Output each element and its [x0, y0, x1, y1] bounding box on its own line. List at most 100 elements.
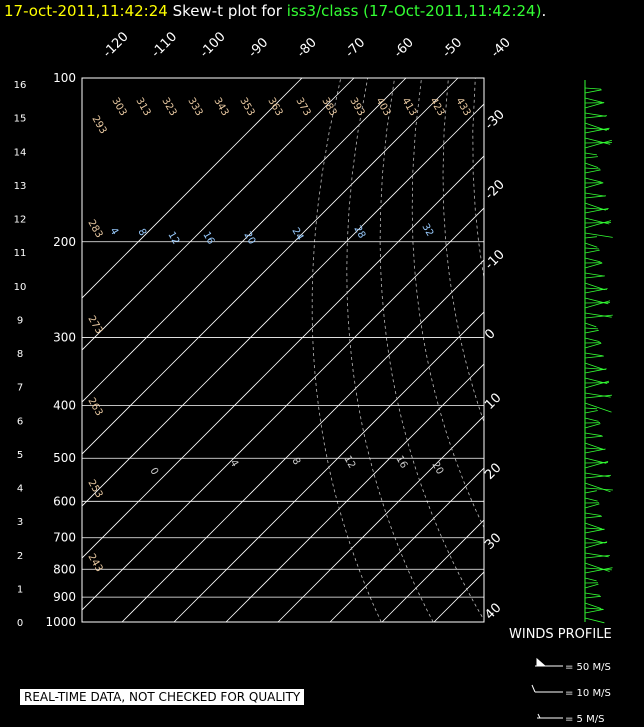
- moist-adiabat-label: 4: [227, 458, 240, 469]
- right-temp-tick-label: -10: [482, 247, 508, 273]
- wind-barb: [584, 555, 610, 559]
- height-tick-label: 15: [14, 114, 27, 125]
- wind-barb: [584, 362, 605, 370]
- wind-barb: [584, 497, 598, 502]
- isotherm-line: [121, 259, 484, 622]
- wind-barb: [584, 617, 605, 624]
- dry-adiabat: [411, 78, 484, 529]
- right-temp-tick-label: -30: [482, 107, 508, 133]
- mixing-ratio-label: 16: [200, 230, 216, 247]
- wind-barb: [584, 236, 597, 239]
- mixing-ratio-label: 24: [289, 226, 305, 243]
- wind-barb: [584, 592, 600, 596]
- wind-barb: [584, 607, 604, 610]
- isotherm-line: [82, 78, 459, 455]
- dry-adiabat: [637, 78, 644, 622]
- wind-barb: [584, 195, 606, 199]
- top-temp-tick-label: -50: [440, 35, 466, 61]
- isotherm-line: [82, 78, 303, 299]
- dry-adiabat-label: 413: [399, 96, 418, 118]
- wind-barb: [584, 97, 603, 103]
- height-tick-label: 4: [17, 484, 23, 495]
- moist-adiabat-label: 8: [289, 456, 302, 467]
- pressure-tick-label: 500: [53, 451, 76, 465]
- dry-adiabat: [442, 78, 484, 424]
- dry-adiabat: [610, 78, 644, 622]
- top-temp-tick-label: -70: [343, 35, 369, 61]
- quality-disclaimer: REAL-TIME DATA, NOT CHECKED FOR QUALITY: [20, 689, 305, 705]
- dry-adiabat: [583, 78, 644, 622]
- top-temp-tick-label: -60: [391, 35, 417, 61]
- wind-barb: [584, 368, 607, 374]
- dry-adiabat-label: 433: [453, 96, 472, 118]
- wind-barb: [584, 380, 610, 389]
- isotherm-line: [82, 155, 484, 559]
- wind-barb: [584, 192, 605, 197]
- mixing-ratio-label: 20: [241, 230, 257, 247]
- wind-barb: [584, 461, 609, 469]
- wind-barb: [584, 142, 613, 144]
- top-temp-tick-label: -90: [246, 35, 272, 61]
- dry-adiabat-label: 363: [265, 96, 284, 118]
- title-source-time: (17-Oct-2011,11:42:24): [363, 2, 542, 20]
- wind-barb: [584, 115, 607, 119]
- wind-barb: [584, 167, 601, 170]
- wind-barb: [584, 432, 602, 437]
- mixing-ratio-label: 8: [135, 227, 148, 238]
- wind-barb: [584, 423, 601, 429]
- right-temp-tick-label: 20: [482, 461, 504, 483]
- dry-adiabat-label: 403: [373, 96, 392, 118]
- dry-adiabat-label: 353: [237, 96, 256, 118]
- isotherm-line: [82, 207, 484, 611]
- mixing-ratio-label: 4: [107, 226, 120, 237]
- title-timestamp: 17-oct-2011,11:42:24: [4, 2, 168, 20]
- wind-barb: [584, 482, 611, 493]
- pressure-tick-label: 1000: [45, 615, 76, 629]
- right-temp-tick-label: 40: [482, 601, 504, 623]
- wind-barb: [584, 275, 605, 279]
- wind-barb: [584, 102, 605, 109]
- height-tick-label: 0: [17, 618, 23, 629]
- wind-barb: [584, 512, 601, 516]
- wind-barb: [584, 541, 608, 549]
- wind-barb: [584, 89, 602, 94]
- wind-barb: [584, 435, 603, 439]
- pressure-tick-label: 900: [53, 590, 76, 604]
- pressure-tick-label: 300: [53, 331, 76, 345]
- title-plot-label: Skew-t plot for: [172, 2, 282, 20]
- dry-adiabat-label: 333: [185, 96, 204, 118]
- moist-adiabat-label: 20: [429, 460, 445, 477]
- dewpoint-profile: [493, 78, 644, 622]
- wind-barb: [584, 220, 612, 229]
- wind-barb: [584, 312, 612, 318]
- wind-barb: [584, 342, 602, 349]
- wind-barb: [584, 487, 613, 491]
- dry-adiabat-label: 293: [89, 114, 108, 136]
- wind-barb: [584, 448, 606, 454]
- height-tick-label: 12: [14, 215, 27, 226]
- plot-title: 17-oct-2011,11:42:24 Skew-t plot for iss…: [4, 2, 546, 20]
- right-temp-tick-label: -20: [482, 177, 508, 203]
- wind-barb: [584, 515, 602, 519]
- wind-barb: [584, 152, 597, 156]
- wind-barb: [584, 528, 605, 534]
- height-tick-label: 13: [14, 181, 27, 192]
- height-tick-label: 9: [17, 315, 23, 326]
- height-tick-label: 7: [17, 383, 23, 394]
- isotherm-line: [486, 78, 644, 622]
- top-temp-tick-label: -110: [149, 29, 180, 60]
- wind-barb: [584, 282, 606, 291]
- wind-barb: [584, 583, 599, 589]
- dry-adiabat-label: 393: [347, 96, 366, 118]
- top-temp-tick-label: -120: [100, 29, 131, 60]
- moist-adiabat: [555, 242, 644, 622]
- wind-barb: [584, 247, 600, 250]
- pressure-tick-label: 800: [53, 562, 76, 576]
- right-temp-tick-label: 30: [482, 531, 504, 553]
- dry-adiabat-label: 243: [85, 552, 104, 574]
- isotherm-line: [173, 311, 484, 622]
- wind-barb: [584, 417, 599, 422]
- dry-adiabat-label: 263: [85, 396, 104, 418]
- wind-legend-50: = 50 M/S: [565, 662, 611, 673]
- wind-barb: [584, 242, 598, 248]
